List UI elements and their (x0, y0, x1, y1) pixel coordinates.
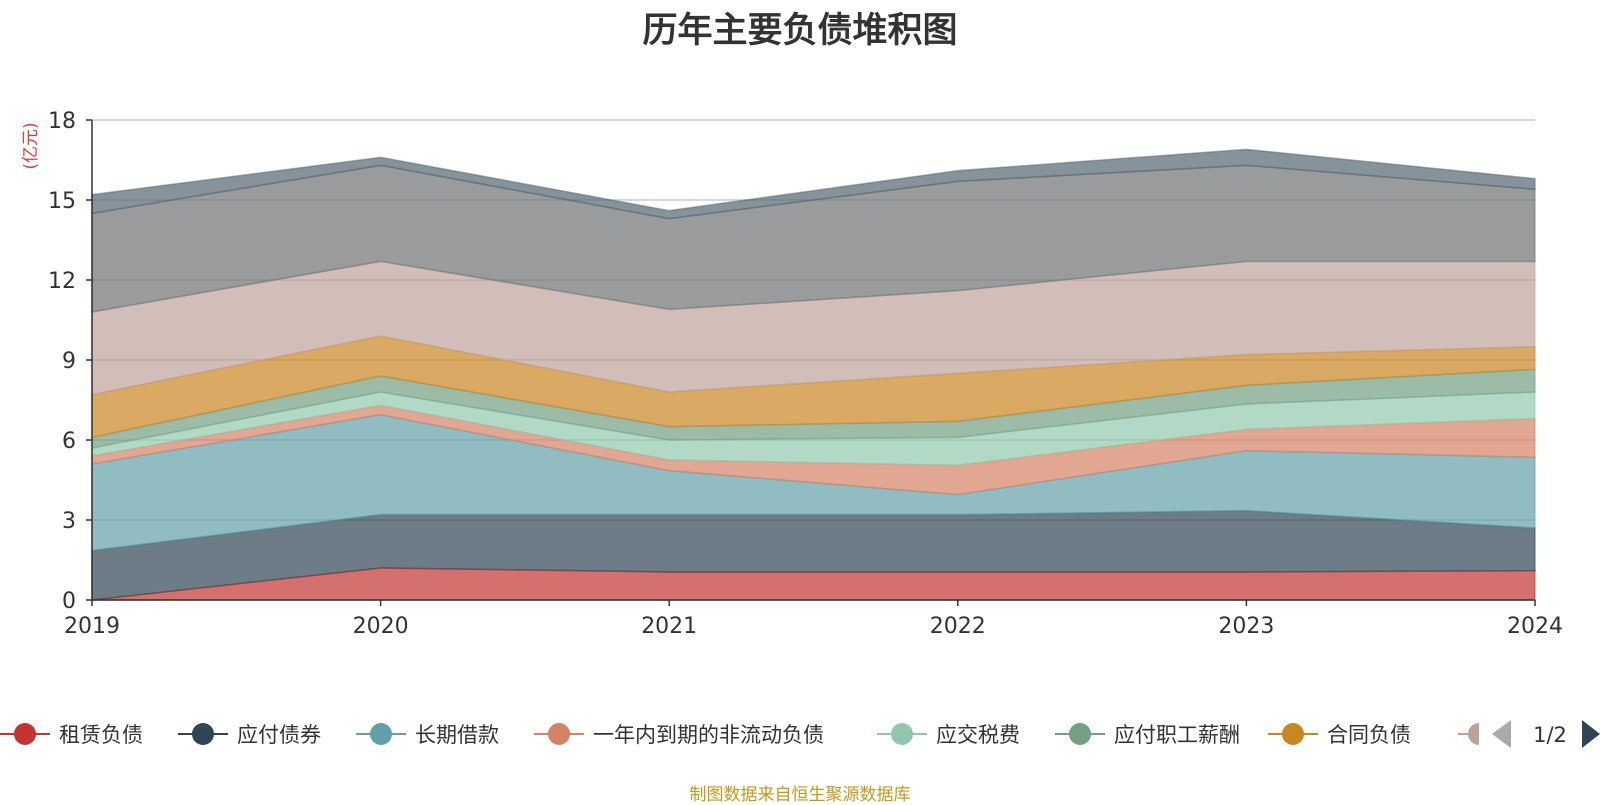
legend-item-4[interactable]: 应交税费 (877, 723, 1020, 747)
legend-marker (14, 723, 36, 745)
y-tick-labels: 0 3 6 9 12 15 18 (48, 109, 92, 614)
legend-item-partial (1458, 723, 1479, 745)
y-tick-label: 12 (48, 269, 76, 294)
legend-label: 应付债券 (237, 723, 321, 747)
source-note: 制图数据来自恒生聚源数据库 (689, 785, 911, 805)
y-tick-label: 3 (62, 509, 76, 534)
series-areas (91, 148, 1536, 601)
chart-title: 历年主要负债堆积图 (642, 11, 958, 51)
x-tick-label: 2021 (641, 614, 697, 639)
y-tick-label: 18 (48, 109, 76, 134)
legend-marker (1069, 723, 1091, 745)
legend-marker (1468, 723, 1479, 745)
x-tick-label: 2023 (1218, 614, 1274, 639)
legend-marker (370, 723, 392, 745)
legend-marker (192, 723, 214, 745)
legend-label: 应交税费 (936, 723, 1020, 747)
legend-item-3[interactable]: 一年内到期的非流动负债 (534, 723, 824, 747)
y-tick-label: 15 (48, 189, 76, 214)
legend-item-2[interactable]: 长期借款 (356, 723, 499, 747)
legend-item-1[interactable]: 应付债券 (178, 723, 321, 747)
legend-marker (548, 723, 570, 745)
x-tick-labels: 2019 2020 2021 2022 2023 2024 (64, 600, 1563, 639)
legend-label: 租赁负债 (59, 723, 143, 747)
legend-label: 应付职工薪酬 (1114, 723, 1240, 747)
stacked-area-chart: 0 3 6 9 12 15 18 2019 2020 2021 2022 2023 2024 (亿元) (21, 109, 1563, 639)
legend-item-5[interactable]: 应付职工薪酬 (1055, 723, 1240, 747)
series-area-9 (91, 148, 1536, 220)
x-tick-label: 2020 (353, 614, 409, 639)
x-tick-label: 2019 (64, 614, 120, 639)
legend-next-button[interactable] (1582, 720, 1600, 748)
legend-label: 合同负债 (1327, 723, 1411, 747)
y-tick-label: 0 (62, 589, 76, 614)
next-arrow-icon[interactable] (1582, 720, 1600, 748)
legend-item-6[interactable]: 合同负债 (1268, 723, 1411, 747)
x-tick-label: 2022 (930, 614, 986, 639)
y-tick-label: 9 (62, 349, 76, 374)
legend-marker (1282, 723, 1304, 745)
legend-prev-button[interactable] (1492, 720, 1511, 748)
prev-arrow-icon[interactable] (1492, 720, 1511, 748)
legend-label: 一年内到期的非流动负债 (593, 723, 824, 747)
legend: 租赁负债 应付债券 长期借款 一年内到期的非流动负债 应交税费 应付职工薪酬 合同负债 1/… (0, 720, 1600, 748)
x-tick-label: 2024 (1507, 614, 1563, 639)
legend-label: 长期借款 (415, 723, 499, 747)
legend-items: 租赁负债 应付债券 长期借款 一年内到期的非流动负债 应交税费 应付职工薪酬 合同负债 (0, 723, 1479, 747)
legend-page-indicator: 1/2 (1533, 723, 1567, 747)
y-tick-label: 6 (62, 429, 76, 454)
y-axis-label: (亿元) (21, 122, 41, 169)
legend-marker (891, 723, 913, 745)
legend-item-0[interactable]: 租赁负债 (0, 723, 143, 747)
